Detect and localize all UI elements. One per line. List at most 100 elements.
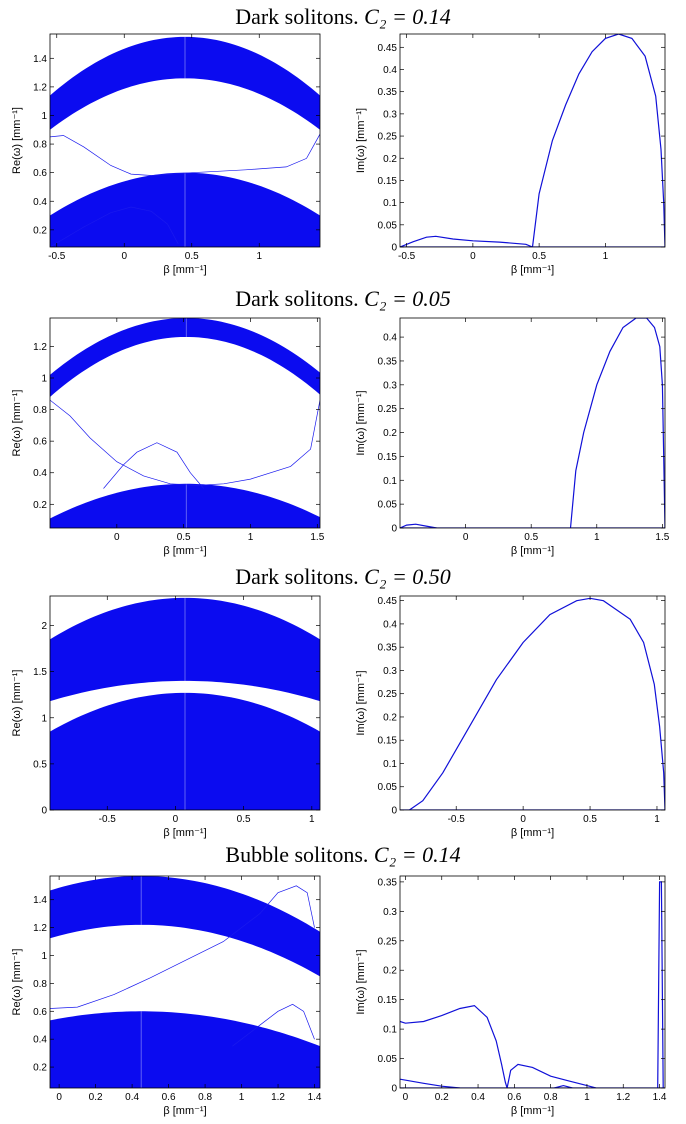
- y-tick-label: 1.2: [33, 82, 47, 93]
- y-tick-label: 0.3: [383, 907, 397, 918]
- y-tick-label: 0.25: [378, 404, 398, 415]
- y-tick-label: 0.3: [383, 109, 397, 120]
- y-tick-label: 1: [41, 951, 47, 962]
- y-tick-label: 0.05: [378, 782, 398, 793]
- y-tick-label: 1.5: [33, 667, 47, 678]
- y-tick-label: 0.2: [383, 154, 397, 165]
- y-tick-label: 0.3: [383, 666, 397, 677]
- x-tick-label: 0: [520, 814, 526, 825]
- row-title-prefix: Bubble solitons.: [225, 842, 374, 867]
- y-tick-label: 0.4: [383, 65, 397, 76]
- plot-area: [50, 36, 320, 247]
- x-axis-label: β [mm⁻¹]: [163, 264, 206, 276]
- series-line: [50, 399, 320, 486]
- chart-2-left: -0.5 0 0.5 1 0 0.5 1 1.5 2 β [mm⁻¹] Re(ω) [mm⁻¹]: [11, 595, 321, 839]
- x-tick-label: 1: [594, 532, 600, 543]
- row-title-param: C₂ = 0.14: [374, 842, 461, 867]
- x-tick-label: 0.5: [237, 814, 251, 825]
- plot-area: [400, 597, 665, 810]
- continuum-band: [50, 692, 320, 810]
- y-tick-label: 0.2: [383, 428, 397, 439]
- y-tick-label: 0.8: [33, 979, 47, 990]
- x-axis-label: β [mm⁻¹]: [511, 827, 554, 839]
- row-title-param: C₂ = 0.05: [364, 286, 451, 311]
- x-axis-label: β [mm⁻¹]: [511, 545, 554, 557]
- x-tick-label: 1.2: [271, 1092, 285, 1103]
- x-tick-label: 0.2: [89, 1092, 103, 1103]
- chart-3-right: 0 0.2 0.4 0.6 0.8 1 1.2 1.4 0 0.05 0.1 0.15 0.2 0.25 0…: [355, 875, 667, 1117]
- y-tick-label: 0.25: [378, 132, 398, 143]
- x-tick-label: -0.5: [99, 814, 117, 825]
- x-tick-label: 0: [463, 532, 469, 543]
- y-tick-label: 1: [41, 374, 47, 385]
- continuum-band: [50, 597, 320, 702]
- x-axis-label: β [mm⁻¹]: [163, 827, 206, 839]
- chart-3-left: 0 0.2 0.4 0.6 0.8 1 1.2 1.4 0.2 0.4 0.6 0.8 1 1.2 1.4 β…: [11, 875, 322, 1117]
- y-tick-label: 0.15: [378, 995, 398, 1006]
- y-tick-label: 0.15: [378, 736, 398, 747]
- y-tick-label: 0.2: [33, 1063, 47, 1074]
- y-tick-label: 0.45: [378, 596, 398, 607]
- y-axis-label: Im(ω) [mm⁻¹]: [355, 670, 367, 735]
- y-axis-label: Re(ω) [mm⁻¹]: [11, 107, 23, 174]
- series-line: [531, 34, 665, 247]
- y-axis-label: Re(ω) [mm⁻¹]: [11, 390, 23, 457]
- y-tick-label: 0.35: [378, 87, 398, 98]
- y-tick-label: 0.2: [383, 966, 397, 977]
- y-tick-label: 1: [41, 713, 47, 724]
- x-tick-label: -0.5: [448, 814, 466, 825]
- x-tick-label: -0.5: [48, 251, 66, 262]
- x-tick-label: 0.5: [524, 532, 538, 543]
- plot-frame: [399, 875, 666, 1089]
- y-tick-label: 1: [41, 111, 47, 122]
- x-tick-label: 0: [114, 532, 120, 543]
- x-tick-label: 1: [603, 251, 609, 262]
- y-axis-label: Im(ω) [mm⁻¹]: [355, 108, 367, 173]
- y-tick-label: 0.5: [33, 759, 47, 770]
- plot-frame: [399, 595, 666, 811]
- x-tick-label: 1.5: [310, 532, 324, 543]
- x-tick-label: 1: [248, 532, 254, 543]
- y-tick-label: 0.4: [33, 197, 47, 208]
- y-axis-label: Im(ω) [mm⁻¹]: [355, 390, 367, 455]
- x-tick-label: 1.4: [308, 1092, 322, 1103]
- row-title: Bubble solitons. C₂ = 0.14: [225, 842, 460, 867]
- y-tick-label: 0: [391, 806, 397, 817]
- plot-area: [400, 34, 665, 247]
- series-line: [569, 318, 665, 528]
- continuum-band: [50, 318, 320, 397]
- row-title-param: C₂ = 0.50: [364, 564, 451, 589]
- y-tick-label: 0: [391, 243, 397, 254]
- plot-area: [50, 318, 320, 528]
- x-tick-label: 0.6: [507, 1092, 521, 1103]
- x-tick-label: -0.5: [398, 251, 416, 262]
- continuum-band: [50, 1011, 320, 1088]
- chart-1-left: 0 0.5 1 1.5 0.2 0.4 0.6 0.8 1 1.2 β [mm⁻¹] Re(ω) [m…: [11, 317, 325, 557]
- y-tick-label: 0.1: [383, 198, 397, 209]
- row-title: Dark solitons. C₂ = 0.14: [235, 4, 451, 29]
- x-tick-label: 1: [654, 814, 660, 825]
- x-tick-label: 0.4: [125, 1092, 139, 1103]
- chart-1-right: 0 0.5 1 1.5 0 0.05 0.1 0.15 0.2 0.25 0.3 0.35 0.4 β […: [355, 317, 670, 557]
- x-tick-label: 0: [121, 251, 127, 262]
- row-title-prefix: Dark solitons.: [235, 286, 364, 311]
- x-tick-label: 0.5: [185, 251, 199, 262]
- x-tick-label: 1.4: [653, 1092, 667, 1103]
- x-tick-label: 0: [56, 1092, 62, 1103]
- y-axis-label: Im(ω) [mm⁻¹]: [355, 949, 367, 1014]
- y-tick-label: 0: [41, 806, 47, 817]
- x-tick-label: 1.2: [616, 1092, 630, 1103]
- plot-frame: [49, 595, 321, 811]
- y-tick-label: 2: [41, 621, 47, 632]
- y-tick-label: 0.05: [378, 1054, 398, 1065]
- y-tick-label: 0.1: [383, 759, 397, 770]
- plot-area: [400, 318, 665, 528]
- series-line: [50, 206, 179, 247]
- x-tick-label: 1: [584, 1092, 590, 1103]
- y-tick-label: 0.35: [378, 356, 398, 367]
- x-tick-label: 0: [470, 251, 476, 262]
- y-tick-label: 0.4: [383, 619, 397, 630]
- y-tick-label: 0.6: [33, 437, 47, 448]
- x-axis-label: β [mm⁻¹]: [163, 545, 206, 557]
- row-title: Dark solitons. C₂ = 0.05: [235, 286, 451, 311]
